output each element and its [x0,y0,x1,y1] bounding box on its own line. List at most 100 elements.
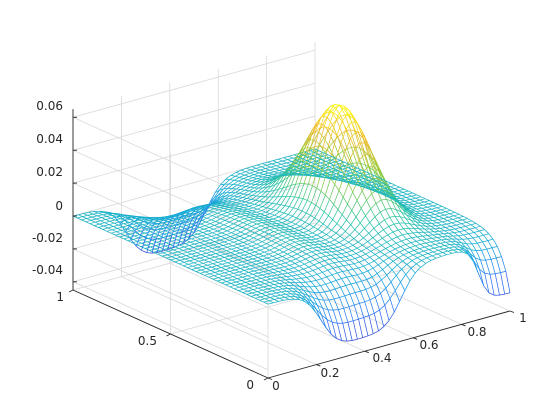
mesh-column-line [247,179,253,182]
mesh-column-line [286,290,292,295]
mesh-column-line [267,175,273,177]
mesh-column-line [337,170,342,173]
mesh-column-line [297,291,302,296]
mesh-column-line [225,253,230,257]
mesh-column-line [319,137,325,145]
mesh-column-line [396,236,402,242]
mesh-row-line [410,197,416,200]
mesh-row-line [292,290,298,293]
mesh-column-line [301,278,306,283]
mesh-row-line [141,250,147,253]
mesh-column-line [368,263,374,269]
mesh-column-line [217,261,223,265]
mesh-column-line [323,265,329,271]
mesh-column-line [264,215,270,218]
mesh-column-line [329,199,334,205]
mesh-column-line [368,176,374,180]
mesh-column-line [229,221,234,225]
mesh-column-line [310,281,316,287]
mesh-column-line [444,245,450,249]
mesh-row-line [305,256,311,260]
mesh-row-line [269,265,276,268]
mesh-row-line [130,232,136,235]
mesh-column-line [250,249,255,253]
mesh-column-line [235,192,240,194]
mesh-column-line [182,249,188,253]
mesh-column-line [190,257,195,260]
mesh-row-line [244,172,250,176]
mesh-row-line [105,217,112,220]
mesh-column-line [389,251,395,256]
mesh-row-line [274,283,280,285]
mesh-column-line [366,247,372,252]
mesh-column-line [335,105,341,108]
mesh-row-line [329,257,336,260]
mesh-row-line [270,165,277,168]
mesh-column-line [307,171,313,174]
mesh-column-line [354,177,359,181]
mesh-column-line [235,172,241,175]
mesh-row-line [278,229,285,231]
mesh-column-line [308,245,313,249]
mesh-column-line [411,208,417,212]
mesh-column-line [362,183,368,185]
mesh-column-line [484,229,490,235]
mesh-row-line [157,222,163,225]
mesh-row-line [212,246,218,249]
mesh-row-line [293,244,300,248]
mesh-column-line [259,269,264,273]
mesh-row-line [161,254,168,257]
x-tick-mark [364,350,369,354]
mesh-column-line [346,182,352,185]
mesh-column-line [279,211,285,214]
mesh-row-line [317,271,323,275]
mesh-row-line [286,174,293,187]
mesh-column-line [269,297,275,300]
mesh-column-line [228,207,234,210]
mesh-column-line [307,272,313,277]
mesh-row-line [199,256,206,259]
mesh-row-line [345,255,351,258]
mesh-column-line [192,220,197,223]
mesh-row-line [340,173,346,176]
mesh-column-line [328,245,334,249]
mesh-column-line [87,214,93,218]
mesh-column-line [303,268,308,273]
mesh-column-line [328,215,333,220]
mesh-column-line [364,143,370,156]
mesh-column-line [266,185,272,188]
mesh-column-line [167,234,173,250]
mesh-column-line [261,293,266,296]
mesh-row-line [238,254,245,257]
mesh-column-line [202,247,208,251]
mesh-column-line [220,205,225,207]
mesh-column-line [220,218,226,221]
mesh-column-line [384,254,390,259]
mesh-row-line [383,257,390,262]
mesh-column-line [312,185,317,189]
mesh-column-line [336,173,341,176]
mesh-column-line [325,175,331,178]
mesh-column-line [202,232,208,235]
mesh-column-line [238,290,243,293]
mesh-row-line [238,207,244,209]
mesh-row-line [256,191,262,197]
mesh-column-line [315,254,321,258]
mesh-row-line [438,248,444,251]
mesh-column-line [415,240,421,245]
mesh-column-line [313,167,319,170]
mesh-column-line [169,216,175,222]
mesh-row-line [112,228,118,231]
mesh-column-line [369,222,375,229]
mesh-column-line [248,287,254,290]
mesh-column-line [183,246,189,250]
mesh-row-line [141,226,148,229]
mesh-row-line [258,174,264,177]
mesh-row-line [227,228,233,232]
mesh-row-line [357,237,364,243]
mesh-column-line [214,225,219,228]
mesh-column-line [383,190,389,194]
mesh-row-line [228,241,234,245]
mesh-column-line [284,246,289,250]
mesh-column-line [382,192,388,196]
